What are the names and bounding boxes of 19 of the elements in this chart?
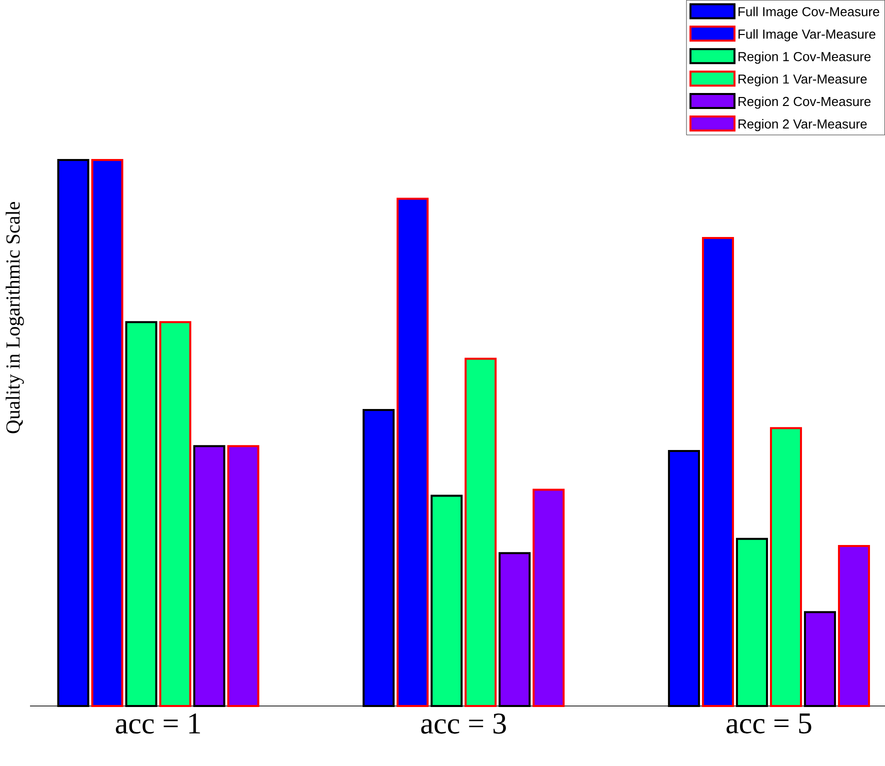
bar — [770, 427, 802, 707]
x-tick-label: acc = 5 — [726, 714, 812, 734]
legend-label: Region 1 Var-Measure — [738, 74, 867, 86]
bar — [91, 158, 124, 707]
bar — [227, 445, 260, 707]
legend-label: Region 2 Cov-Measure — [738, 96, 871, 109]
legend-label: Full Image Var-Measure — [738, 29, 876, 42]
y-axis-title: Quality in Logarithmic Scale — [6, 202, 24, 434]
bar — [464, 358, 497, 707]
legend-label: Region 2 Var-Measure — [738, 119, 867, 132]
bar — [396, 198, 429, 707]
x-tick-label: acc = 1 — [116, 714, 200, 734]
bar — [159, 321, 192, 707]
bar — [702, 237, 734, 707]
bar — [532, 488, 565, 707]
x-tick-label: acc = 3 — [421, 714, 506, 734]
bar — [838, 545, 870, 707]
legend-label: Full Image Cov-Measure — [738, 6, 880, 19]
legend-label: Region 1 Cov-Measure — [738, 52, 871, 64]
